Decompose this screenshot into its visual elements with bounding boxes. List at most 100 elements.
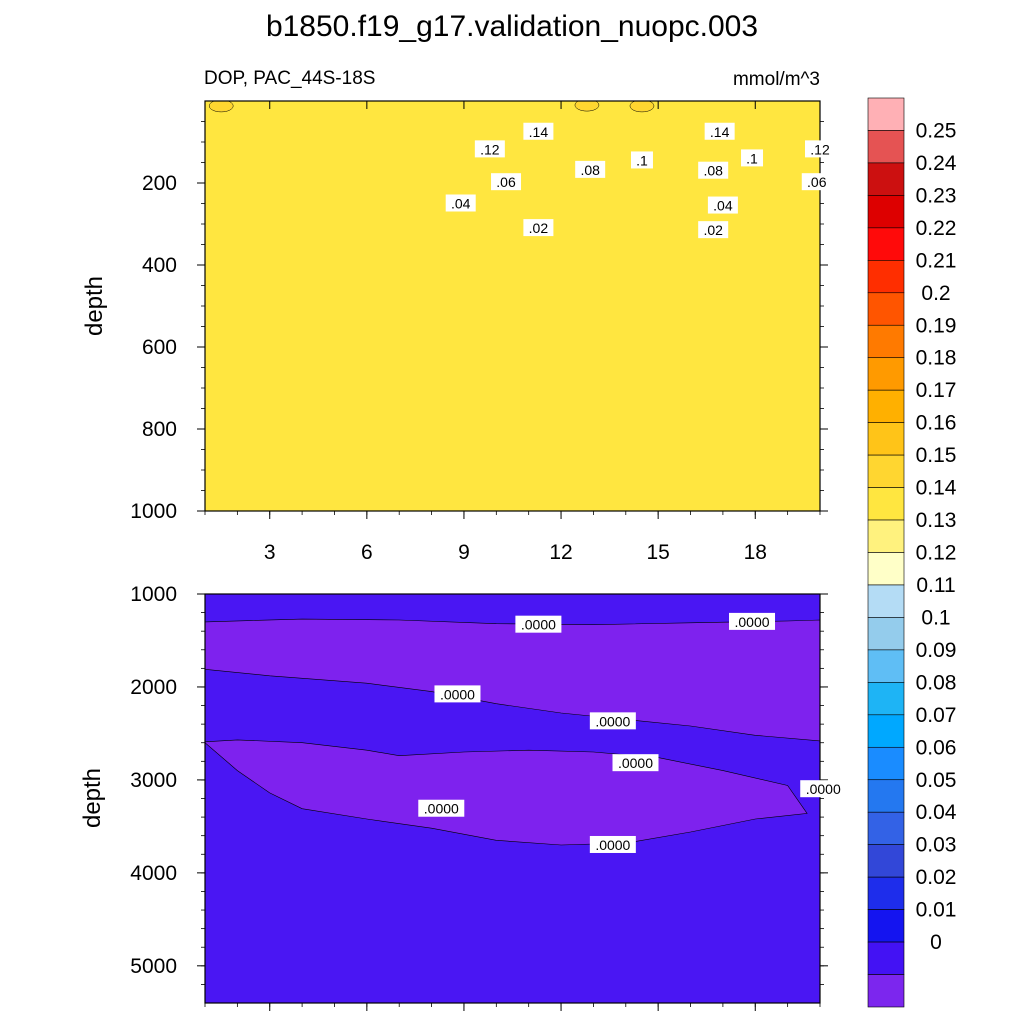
upper-x-tick-label: 9 <box>458 541 470 564</box>
upper-x-tick-label: 15 <box>646 541 669 564</box>
colorbar-swatch <box>867 746 905 781</box>
lower-contour-label-bg <box>418 799 465 817</box>
upper-contour-label-bg <box>445 194 476 212</box>
colorbar-swatch <box>867 97 905 131</box>
colorbar-swatch <box>867 876 905 910</box>
upper-contour-label: .14 <box>529 124 549 140</box>
upper-contour-label: .02 <box>703 222 723 238</box>
colorbar-label: 0.14 <box>916 477 957 500</box>
lower-contour-label: .0000 <box>424 801 459 817</box>
colorbar: 0.25 0.24 0.23 0.22 0.21 0.2 0.19 0.18 0.17 0.16 0… <box>867 97 957 1008</box>
chart-title: b1850.f19_g17.validation_nuopc.003 <box>266 10 758 43</box>
colorbar-swatch <box>867 260 905 294</box>
left-string: DOP, PAC_44S-18S <box>204 68 375 89</box>
upper-contour-label: .04 <box>713 198 733 214</box>
upper-contour-label: .1 <box>746 150 758 166</box>
colorbar-swatch <box>867 811 905 845</box>
colorbar-swatch <box>867 844 905 878</box>
upper-contour-label-bg <box>801 173 832 191</box>
upper-x-tick-label: 18 <box>744 541 767 564</box>
colorbar-swatch <box>867 162 905 196</box>
upper-surface-patch <box>208 101 234 113</box>
colorbar-swatch <box>867 519 905 553</box>
colorbar-label: 0.1 <box>921 606 950 629</box>
colorbar-label: 0.06 <box>916 736 957 759</box>
upper-x-tick-label: 12 <box>549 541 572 564</box>
upper-contour-label-bg <box>523 219 554 237</box>
lower-contour-label-bg <box>729 612 776 630</box>
colorbar-swatch <box>867 130 905 164</box>
upper-y-axis-label: depth <box>81 276 108 336</box>
upper-contour-label-bg <box>474 140 505 158</box>
lower-contour-label: .0000 <box>735 614 770 630</box>
upper-contour-label: .14 <box>710 124 730 140</box>
colorbar-label: 0 <box>930 931 942 954</box>
upper-contour-label: .02 <box>529 220 549 236</box>
upper-contour-label-bg <box>698 161 729 179</box>
colorbar-label: 0.12 <box>916 542 957 565</box>
upper-y-tick-label: 1000 <box>130 500 177 523</box>
colorbar-label: 0.11 <box>916 574 955 597</box>
colorbar-swatch <box>867 487 905 521</box>
lower-contour-fill <box>205 594 820 1003</box>
upper-x-tick-label: 6 <box>361 541 373 564</box>
lower-axis-ticks: 1000 2000 3000 4000 5000 <box>130 583 828 1011</box>
lower-contour-label-bg <box>434 685 481 703</box>
lower-y-tick-label: 1000 <box>130 583 177 606</box>
upper-contour-label: .1 <box>636 152 648 168</box>
colorbar-swatch <box>867 454 905 488</box>
upper-contour-label-bg <box>707 196 738 214</box>
colorbar-swatch <box>867 941 905 975</box>
lower-y-tick-label: 3000 <box>130 769 177 792</box>
upper-surface-patch <box>574 101 600 112</box>
lower-contour-labels: .0000 .0000 .0000 .0000 .0000 .0000 .0000 .0000 <box>418 612 847 853</box>
colorbar-swatch <box>867 324 905 359</box>
lower-y-tick-label: 4000 <box>130 862 177 885</box>
lower-contour-label-bg <box>589 712 636 730</box>
upper-contour-label-bg <box>575 160 606 178</box>
lower-contour-label: .0000 <box>618 755 653 771</box>
upper-contour-label-bg <box>741 149 764 167</box>
lower-contour-label-bg <box>612 754 659 772</box>
colorbar-swatch <box>867 422 905 456</box>
upper-contour-label-bg <box>523 122 554 140</box>
colorbar-label: 0.03 <box>916 834 957 857</box>
lower-purple-band <box>205 618 820 742</box>
units-label: mmol/m^3 <box>733 69 820 90</box>
upper-contour-label-bg <box>630 151 653 169</box>
upper-contour-label: .08 <box>580 162 600 178</box>
upper-contour-label-bg <box>805 140 835 158</box>
colorbar-swatch <box>867 649 905 683</box>
colorbar-label: 0.01 <box>916 899 957 922</box>
upper-contour-label: .06 <box>807 174 827 190</box>
colorbar-label: 0.05 <box>916 769 957 792</box>
colorbar-label: 0.09 <box>916 639 957 662</box>
upper-y-tick-label: 800 <box>142 418 177 441</box>
colorbar-swatch <box>867 617 905 651</box>
colorbar-label: 0.08 <box>916 671 957 694</box>
colorbar-swatch <box>867 389 905 423</box>
colorbar-label: 0.02 <box>916 866 957 889</box>
colorbar-label: 0.13 <box>916 509 957 532</box>
lower-contour-label: .0000 <box>595 713 630 729</box>
upper-y-tick-label: 400 <box>142 254 177 277</box>
colorbar-label: 0.04 <box>916 801 957 824</box>
lower-contour-label: .0000 <box>806 781 841 797</box>
upper-contour-labels: .14 .14 .12 .12 .1 .1 .08 .08 .06 .06 .04 .04 .02 .02 <box>445 122 835 239</box>
colorbar-label: 0.22 <box>916 217 957 240</box>
colorbar-swatch <box>867 714 905 748</box>
upper-contour-label: .12 <box>810 141 830 157</box>
upper-y-tick-label: 600 <box>142 336 177 359</box>
upper-contour-label: .06 <box>496 174 516 190</box>
lower-y-tick-label: 5000 <box>130 955 177 978</box>
colorbar-label: 0.17 <box>916 379 957 402</box>
upper-contour-label-bg <box>698 221 729 239</box>
colorbar-label: 0.23 <box>916 184 957 207</box>
upper-contour-fill <box>205 101 820 511</box>
colorbar-label: 0.2 <box>921 282 950 305</box>
colorbar-swatch <box>867 779 905 813</box>
colorbar-swatch <box>867 227 905 261</box>
